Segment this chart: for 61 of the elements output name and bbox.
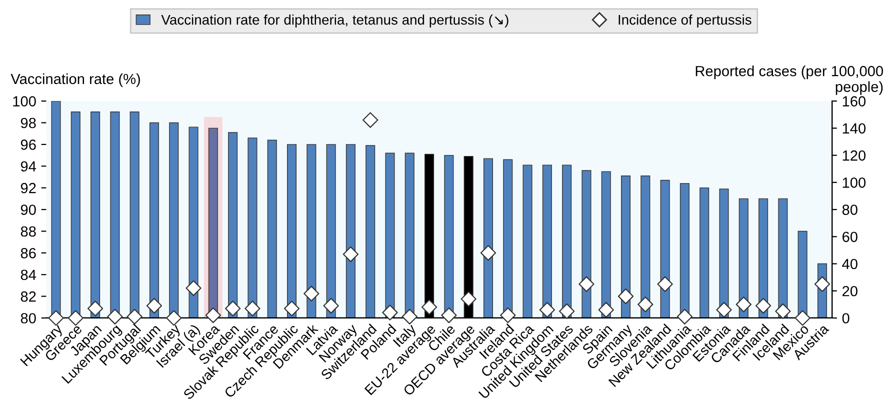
y-tick-label: 90: [20, 204, 36, 215]
point: [598, 302, 614, 318]
point: [342, 246, 359, 262]
point: [539, 302, 556, 318]
point: [126, 308, 142, 324]
y2-tick-label: 160: [842, 96, 866, 106]
point: [480, 245, 496, 261]
point: [224, 300, 241, 316]
y2-tick-label: 100: [842, 178, 866, 188]
y-tick-label: 94: [20, 161, 36, 172]
y-tick-label: 82: [20, 291, 36, 302]
point: [382, 304, 398, 320]
point: [362, 112, 378, 128]
y-tick-label: 96: [20, 140, 36, 150]
point: [48, 310, 64, 326]
point: [736, 296, 752, 312]
point: [657, 276, 673, 292]
y-tick-label: 92: [20, 182, 36, 194]
y-tick-label: 80: [20, 313, 36, 324]
point: [814, 276, 830, 292]
y-axis-title: Vaccination rate (%): [10, 73, 140, 87]
point: [402, 308, 418, 324]
point: [441, 307, 457, 324]
point: [146, 298, 162, 314]
point: [618, 288, 634, 304]
point: [323, 298, 339, 314]
y2-tick-label: 20: [842, 286, 858, 296]
point: [284, 300, 300, 316]
point: [107, 308, 123, 324]
point: [68, 310, 84, 326]
point: [304, 286, 320, 302]
y-tick-label: 100: [13, 96, 36, 106]
point: [716, 302, 732, 318]
y-tick-label: 86: [20, 248, 36, 258]
y2-axis-title: Reported cases (per 100,000 people): [696, 66, 884, 95]
point: [578, 276, 594, 292]
y-tick-label: 88: [20, 226, 36, 237]
point: [500, 307, 516, 324]
point: [205, 307, 222, 324]
point: [87, 300, 104, 316]
point: [794, 310, 810, 326]
y2-tick-label: 40: [842, 258, 858, 270]
y2-tick-label: 140: [842, 123, 866, 134]
point: [676, 308, 693, 324]
point: [460, 291, 476, 307]
point: [244, 300, 260, 316]
y-tick-label: 98: [20, 118, 36, 128]
point: [775, 303, 791, 320]
y2-tick-label: 0: [842, 313, 850, 324]
point: [558, 303, 575, 320]
legend-label: Vaccination rate for diphtheria, tetanus and pertussis (↘): [161, 14, 508, 28]
y2-tick-label: 80: [842, 204, 858, 215]
legend-label: Incidence of pertussis: [618, 14, 752, 28]
y2-tick-label: 60: [842, 232, 858, 242]
point: [166, 310, 182, 326]
point: [638, 296, 654, 312]
point: [186, 280, 202, 296]
y-tick-label: 84: [20, 270, 36, 280]
point: [755, 298, 772, 314]
y2-tick-label: 120: [842, 150, 866, 161]
point: [421, 299, 438, 315]
